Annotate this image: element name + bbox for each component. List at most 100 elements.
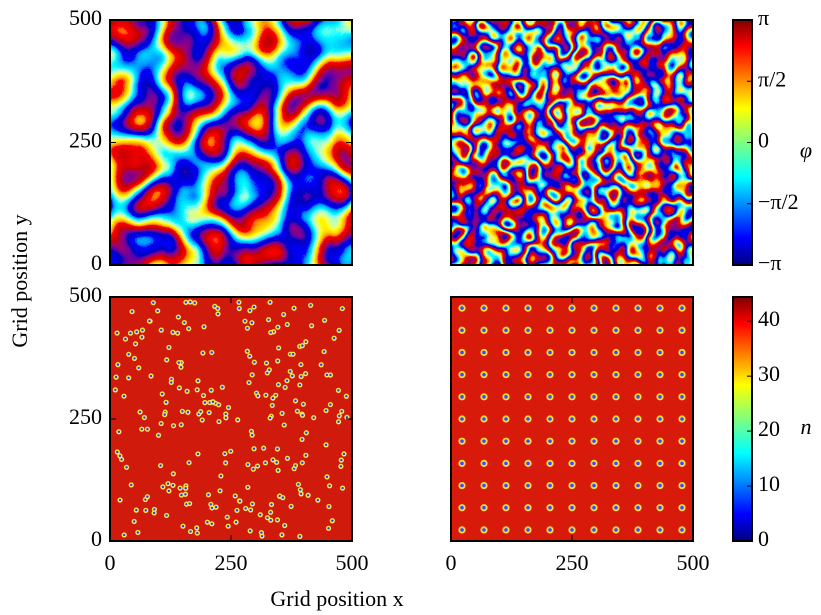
vortex-core <box>262 446 265 450</box>
vortex-core <box>325 475 329 479</box>
vortex-core <box>570 350 574 355</box>
vortex-core <box>178 486 182 490</box>
vortex-core <box>570 505 574 510</box>
vortex-core <box>337 329 341 332</box>
vortex-core <box>180 493 183 497</box>
vortex-core <box>216 312 220 316</box>
vortex-core <box>319 363 323 366</box>
vortex-core <box>548 372 552 377</box>
vortex-core <box>214 505 218 509</box>
vortex-core <box>248 309 252 312</box>
vortex-core <box>328 484 331 487</box>
vortex-core <box>680 461 684 466</box>
heatmap-image <box>110 297 352 541</box>
vortex-core <box>144 498 147 501</box>
vortex-core <box>134 342 137 346</box>
vortex-core <box>130 483 133 487</box>
vortex-core <box>482 306 486 310</box>
vortex-core <box>548 350 552 355</box>
vortex-core <box>163 413 166 416</box>
vortex-core <box>260 531 263 534</box>
vortex-core <box>209 503 213 506</box>
y-tick-label: 250 <box>69 128 102 153</box>
vortex-core <box>269 511 272 514</box>
vortex-core <box>636 483 640 488</box>
colorbar-frame <box>732 296 753 542</box>
vortex-core <box>149 374 153 378</box>
vortex-core <box>323 319 326 322</box>
vortex-core <box>201 418 204 422</box>
vortex-core <box>327 505 331 508</box>
vortex-core <box>256 394 260 398</box>
vortex-core <box>548 528 552 532</box>
vortex-core <box>329 403 332 406</box>
vortex-core <box>116 363 120 366</box>
vortex-core <box>614 439 618 443</box>
vortex-core <box>286 323 289 326</box>
vortex-core <box>186 411 190 414</box>
x-axis-label: Grid position x <box>270 586 403 611</box>
vortex-core <box>264 393 268 397</box>
vortex-core <box>460 372 464 377</box>
axes-frame <box>450 19 694 266</box>
vortex-core <box>177 361 181 364</box>
vortex-core <box>338 414 341 418</box>
vortex-core <box>286 457 289 460</box>
vortex-core <box>248 529 252 533</box>
colorbar-tick-label: 30 <box>758 361 780 386</box>
vortex-core <box>548 461 552 466</box>
vortex-core <box>229 450 232 453</box>
vortex-core <box>460 505 464 510</box>
vortex-core <box>526 483 530 488</box>
vortex-core <box>266 516 269 519</box>
vortex-core <box>658 528 662 532</box>
vortex-core <box>304 340 308 343</box>
vortex-core <box>213 305 216 308</box>
vortex-core <box>207 493 210 496</box>
vortex-core <box>526 505 530 510</box>
vortex-core <box>252 305 256 309</box>
vortex-core <box>269 519 272 522</box>
vortex-core <box>260 534 264 538</box>
vortex-core <box>177 315 180 319</box>
vortex-core <box>337 420 340 423</box>
vortex-core <box>268 301 272 304</box>
vortex-core <box>276 518 279 522</box>
vortex-core <box>259 513 262 516</box>
vortex-core <box>188 502 191 505</box>
vortex-core <box>238 499 242 503</box>
colorbar-label: φ <box>800 138 812 163</box>
vortex-core <box>340 410 343 413</box>
heatmap-image <box>451 20 693 265</box>
vortex-core <box>187 461 191 464</box>
vortex-core <box>658 328 662 333</box>
vortex-core <box>460 461 464 466</box>
colorbar-tick-label: −π <box>758 250 782 275</box>
vortex-core <box>570 528 574 532</box>
vortex-core <box>291 374 294 378</box>
x-tick-label: 0 <box>446 550 457 575</box>
heatmap-image <box>451 297 693 541</box>
vortex-core <box>658 306 662 310</box>
vortex-core <box>132 520 136 523</box>
vortex-core <box>152 301 155 304</box>
vortex-core <box>548 505 552 510</box>
vortex-core <box>252 447 256 450</box>
vortex-core <box>636 306 640 310</box>
vortex-core <box>246 326 249 330</box>
vortex-core <box>504 328 508 333</box>
vortex-core <box>276 447 279 451</box>
vortex-core <box>680 528 684 532</box>
vortex-core <box>614 417 618 421</box>
vortex-core <box>614 395 618 399</box>
vortex-core <box>277 383 280 386</box>
vortex-core <box>504 461 508 466</box>
vortex-core <box>120 458 123 461</box>
vortex-core <box>278 494 281 498</box>
vortex-core <box>636 461 640 466</box>
vortex-core <box>165 514 168 517</box>
vortex-core <box>504 350 508 355</box>
vortex-core <box>309 304 312 307</box>
vortex-core <box>137 366 140 370</box>
vortex-core <box>210 389 213 392</box>
